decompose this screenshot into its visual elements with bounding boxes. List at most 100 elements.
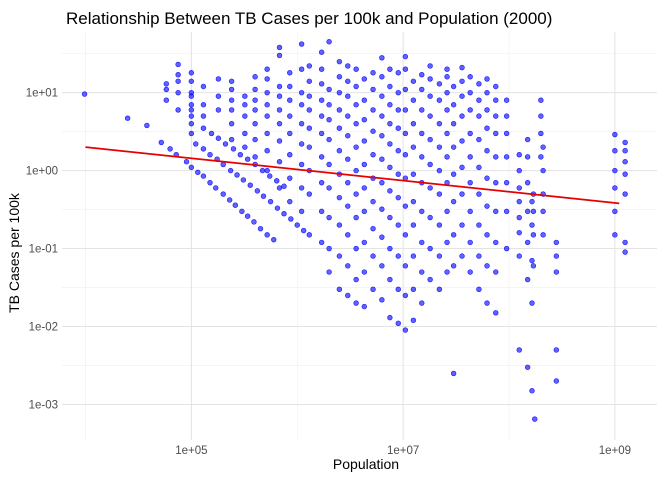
data-point [524, 179, 531, 186]
data-point [402, 327, 409, 333]
data-point [459, 164, 465, 171]
data-point [427, 136, 433, 143]
data-point [493, 269, 499, 275]
data-point [326, 245, 332, 252]
data-point [326, 86, 332, 93]
data-point [484, 232, 490, 238]
data-point [300, 227, 307, 234]
data-point [306, 191, 312, 197]
y-axis-ticks: 1e-03 1e-02 1e-01 1e+00 1e+01 [26, 88, 58, 412]
data-point [622, 171, 628, 177]
data-point [288, 216, 294, 222]
data-point [387, 214, 393, 221]
data-point [298, 89, 305, 96]
data-point [427, 276, 433, 283]
data-point [336, 107, 343, 113]
data-point [188, 78, 195, 84]
data-point [276, 120, 283, 127]
data-point [436, 222, 443, 228]
data-point [215, 107, 222, 113]
data-point [370, 128, 376, 134]
data-point [244, 156, 251, 162]
data-point [188, 102, 195, 108]
data-point [298, 41, 305, 47]
data-point [242, 102, 248, 108]
y-tick-label: 1e-02 [29, 322, 58, 334]
data-point [287, 130, 293, 137]
data-point [427, 185, 433, 191]
data-point [538, 113, 544, 119]
data-point [298, 102, 305, 108]
data-point [230, 146, 237, 152]
data-point [419, 239, 425, 246]
data-point [459, 78, 465, 84]
data-point [395, 286, 401, 293]
data-point [242, 93, 248, 99]
data-point [444, 239, 450, 246]
data-point [459, 222, 465, 228]
data-point [427, 63, 433, 69]
data-point [410, 286, 417, 293]
data-point [395, 70, 401, 76]
data-point [175, 78, 181, 84]
data-point [264, 167, 270, 174]
data-point [450, 232, 457, 238]
data-point [476, 191, 482, 197]
data-point [503, 179, 510, 186]
data-point [242, 113, 248, 119]
data-point [450, 370, 457, 377]
data-point [387, 245, 393, 252]
data-point [252, 74, 258, 80]
data-point [395, 148, 401, 154]
data-point [267, 198, 274, 205]
trend-line [85, 146, 620, 205]
data-point [387, 66, 393, 72]
data-point [459, 93, 465, 99]
data-point [484, 175, 490, 181]
data-point [298, 185, 305, 191]
data-point [353, 276, 359, 283]
data-point [484, 89, 490, 96]
data-point [336, 148, 343, 154]
data-point [345, 78, 351, 84]
data-point [538, 154, 544, 160]
data-point [419, 208, 425, 215]
data-point [252, 86, 258, 93]
data-point [553, 239, 560, 246]
data-point [336, 286, 343, 293]
data-point [226, 197, 233, 203]
data-point [222, 141, 229, 147]
data-point [298, 141, 305, 147]
data-point [516, 347, 522, 353]
data-point [287, 198, 293, 205]
data-point [395, 107, 401, 113]
data-point [467, 208, 473, 215]
data-point [188, 130, 195, 137]
data-point [467, 107, 473, 113]
data-point [524, 136, 531, 143]
data-point [144, 122, 150, 129]
data-point [524, 154, 531, 160]
data-point [361, 269, 368, 275]
data-point [493, 154, 499, 160]
data-point [361, 303, 368, 310]
data-point [493, 310, 499, 316]
data-point [336, 222, 343, 228]
data-point [306, 125, 312, 131]
data-point [326, 185, 332, 191]
data-points [81, 39, 628, 422]
data-point [336, 194, 343, 201]
data-point [444, 154, 450, 160]
data-point [427, 76, 433, 82]
data-point [467, 269, 473, 275]
data-point [336, 89, 343, 96]
y-tick-label: 1e-03 [29, 399, 58, 411]
data-point [402, 86, 409, 93]
data-point [306, 232, 312, 238]
data-point [476, 81, 482, 87]
data-point [395, 89, 401, 96]
data-point [306, 78, 312, 84]
data-point [410, 317, 417, 324]
data-point [207, 179, 213, 186]
